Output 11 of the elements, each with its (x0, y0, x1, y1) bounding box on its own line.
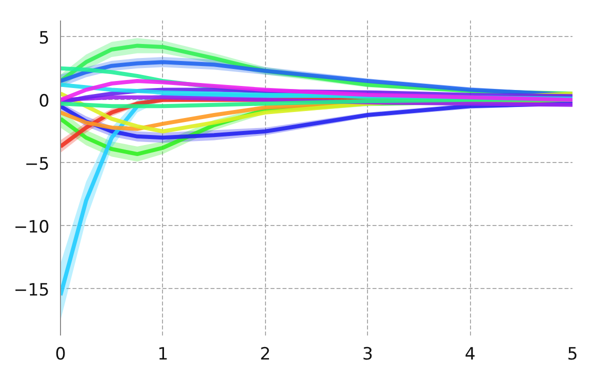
y-tick-label: −10 (14, 217, 50, 238)
x-tick-label: 3 (362, 344, 374, 364)
y-tick-label: 0 (38, 91, 50, 112)
y-tick-label: 5 (38, 28, 50, 48)
y-tick-label: −5 (24, 154, 50, 174)
x-tick-label: 4 (464, 344, 476, 364)
y-tick-label: −15 (14, 280, 50, 300)
x-tick-label: 0 (55, 344, 66, 364)
x-tick-label: 5 (567, 344, 578, 364)
x-tick-label: 2 (260, 344, 271, 364)
x-tick-label: 1 (157, 344, 168, 364)
